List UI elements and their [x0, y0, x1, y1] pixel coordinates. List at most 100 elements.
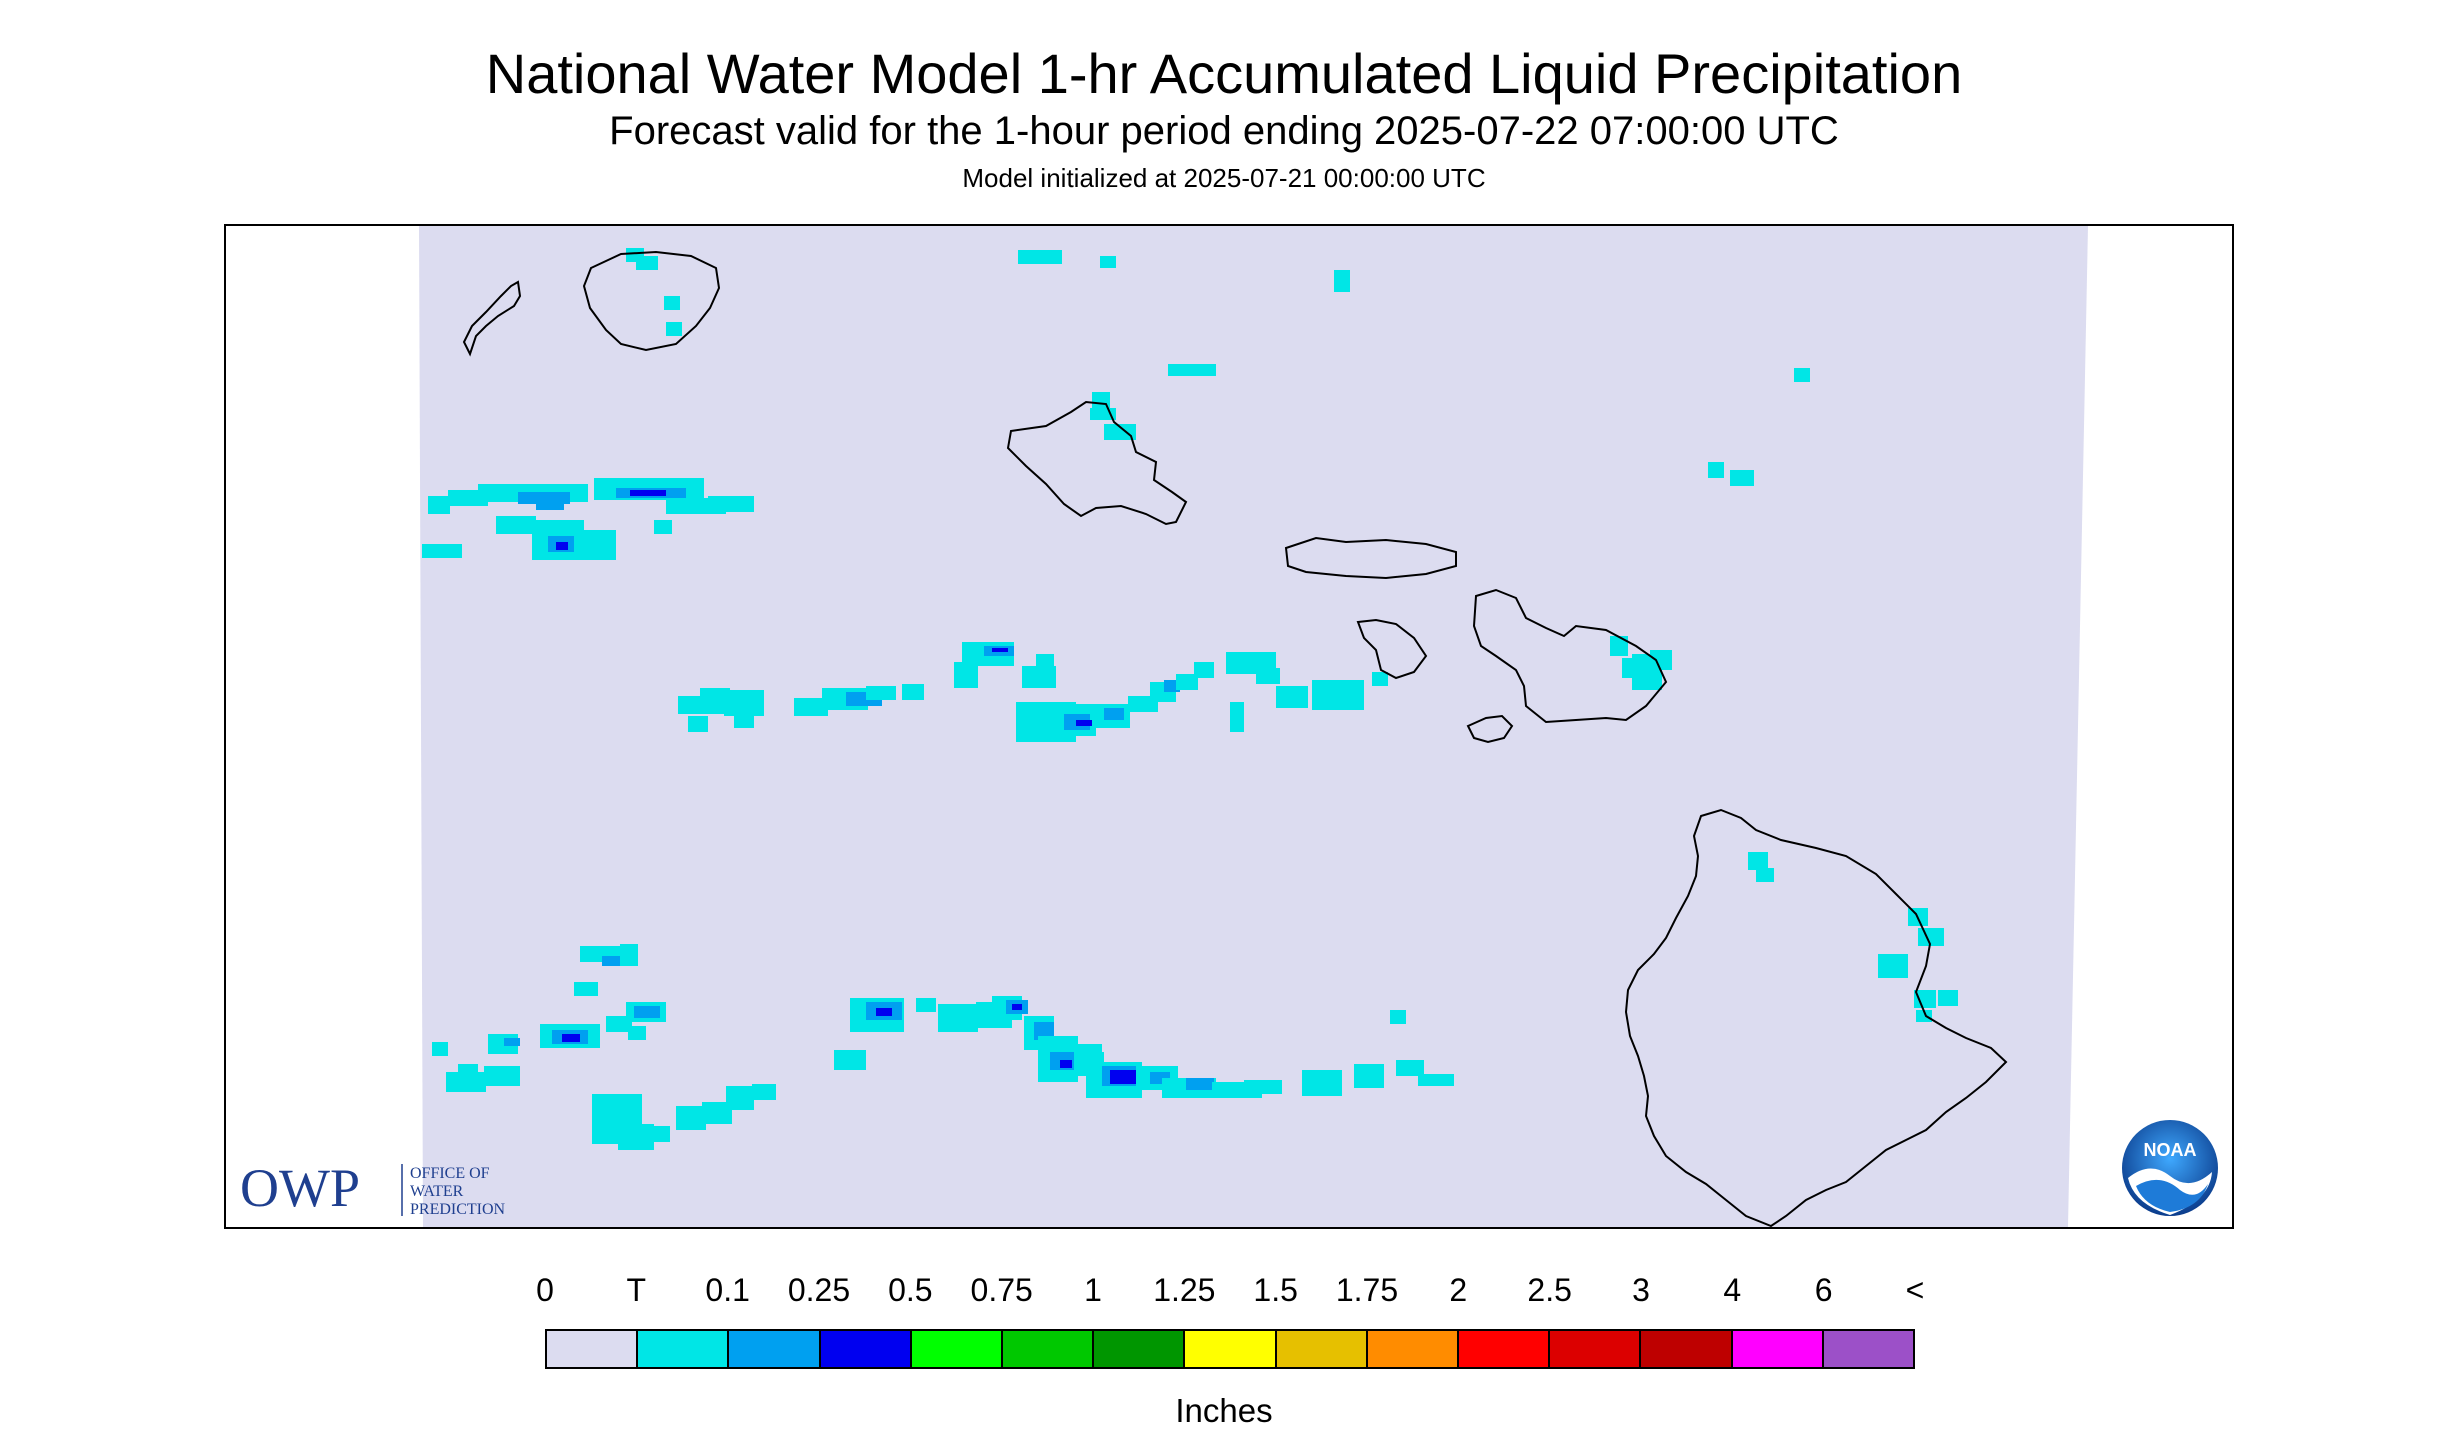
precip-cell	[1418, 1074, 1454, 1086]
precip-cell	[428, 496, 450, 514]
precip-cell	[422, 544, 462, 558]
legend-tick-label: <	[1905, 1272, 1925, 1308]
precip-cell	[1036, 654, 1054, 670]
legend-tick-label: 0.5	[888, 1272, 933, 1308]
model-domain	[419, 226, 2088, 1227]
precip-cell	[1256, 668, 1280, 684]
precip-cell	[938, 1004, 978, 1032]
precip-cell	[1396, 1060, 1424, 1076]
precip-cell	[556, 542, 568, 550]
precip-cell	[496, 516, 536, 534]
owp-logo-line2: WATER	[410, 1183, 464, 1200]
precip-cell	[458, 1064, 478, 1078]
precip-cell	[1104, 708, 1124, 720]
legend-swatch	[1823, 1331, 1914, 1367]
precip-cell	[752, 1084, 776, 1100]
noaa-logo-text: NOAA	[2144, 1140, 2197, 1160]
precip-cell	[876, 1008, 892, 1016]
precip-cell	[432, 1042, 448, 1056]
precip-cell	[1354, 1064, 1384, 1088]
precip-cell	[992, 648, 1008, 652]
precip-cell	[1276, 686, 1308, 708]
owp-logo-line3: PREDICTION	[410, 1201, 506, 1218]
legend-tick-label: 0	[536, 1272, 554, 1308]
precip-cell	[1104, 424, 1136, 440]
legend-units: Inches	[1175, 1392, 1273, 1429]
precip-cell	[1878, 954, 1908, 978]
island-niihau	[462, 280, 522, 357]
precip-cell	[702, 1102, 732, 1124]
precip-cell	[1176, 674, 1198, 690]
precip-cell	[618, 1124, 654, 1150]
island-maui	[1472, 588, 1668, 724]
precip-cell	[1018, 250, 1062, 264]
precip-cell	[1060, 1060, 1072, 1068]
legend-tick-label: 1.75	[1335, 1272, 1399, 1308]
precip-cell	[1302, 1070, 1342, 1096]
precip-cell	[654, 520, 672, 534]
precip-cell	[1168, 364, 1216, 376]
precip-cell	[1610, 636, 1628, 656]
precip-cell	[1938, 990, 1958, 1006]
precip-cell	[634, 1006, 660, 1018]
noaa-logo: NOAA	[2122, 1120, 2218, 1216]
precip-cell	[726, 1086, 754, 1110]
precip-cell	[606, 1016, 632, 1032]
precip-cell	[636, 256, 658, 270]
legend-tick-label: 1.5	[1253, 1272, 1298, 1308]
precip-cell	[676, 1106, 706, 1130]
precip-cell	[1022, 666, 1056, 688]
legend-tick-label: 2.5	[1527, 1272, 1572, 1308]
precip-cell	[1730, 470, 1754, 486]
legend-tick-label: 0.1	[705, 1272, 750, 1308]
precip-cell	[562, 1034, 580, 1042]
precip-cell	[1748, 852, 1768, 870]
precip-cell	[582, 530, 616, 560]
precip-cell	[628, 1026, 646, 1040]
legend-tick-label: 3	[1632, 1272, 1650, 1308]
precip-cell	[1650, 650, 1672, 670]
precip-cell	[1100, 256, 1116, 268]
island-lanai	[1356, 618, 1428, 680]
precip-cell	[902, 684, 924, 700]
precip-cell	[1708, 462, 1724, 478]
precipitation-map	[419, 226, 2088, 1227]
legend-tick-label: 2	[1449, 1272, 1468, 1308]
legend-tick-label: 6	[1814, 1272, 1833, 1308]
precip-cell	[1914, 990, 1936, 1008]
island-kauai	[582, 250, 721, 352]
precip-cell	[708, 496, 754, 512]
island-molokai	[1284, 536, 1457, 580]
legend-swatch	[638, 1331, 730, 1367]
legend-swatch	[547, 1331, 639, 1367]
legend-tick-label: 0.75	[970, 1272, 1033, 1308]
legend-swatch	[1641, 1331, 1733, 1367]
legend-swatch	[729, 1331, 821, 1367]
legend-swatch	[1732, 1331, 1824, 1367]
island-hawaii	[1624, 808, 2008, 1227]
precip-cell	[834, 1050, 866, 1070]
legend-swatch	[1276, 1331, 1368, 1367]
precip-cell	[866, 686, 896, 700]
precip-cell	[664, 296, 680, 310]
precip-cell	[734, 714, 754, 728]
legend-swatch	[820, 1331, 912, 1367]
owp-logo: OWP OFFICE OF WATER PREDICTION	[240, 1158, 506, 1218]
precip-cell	[1324, 684, 1354, 704]
model-init-line: Model initialized at 2025-07-21 00:00:00…	[962, 163, 1486, 193]
precip-cell	[1918, 928, 1944, 946]
legend-swatch	[1094, 1331, 1186, 1367]
legend-swatch	[1367, 1331, 1460, 1367]
precip-cell	[1390, 1010, 1406, 1024]
map-title: National Water Model 1-hr Accumulated Li…	[485, 42, 1963, 105]
precip-cell	[1756, 868, 1774, 882]
legend-swatch	[911, 1331, 1004, 1367]
precip-cell	[1916, 1010, 1932, 1022]
precip-cell	[630, 490, 666, 496]
precip-cell	[536, 498, 564, 510]
legend-tick-label: 1	[1084, 1272, 1102, 1308]
precip-cell	[602, 956, 626, 966]
precip-cell	[1372, 672, 1388, 686]
legend-swatch	[1459, 1331, 1551, 1367]
precip-cell	[1244, 1080, 1282, 1094]
